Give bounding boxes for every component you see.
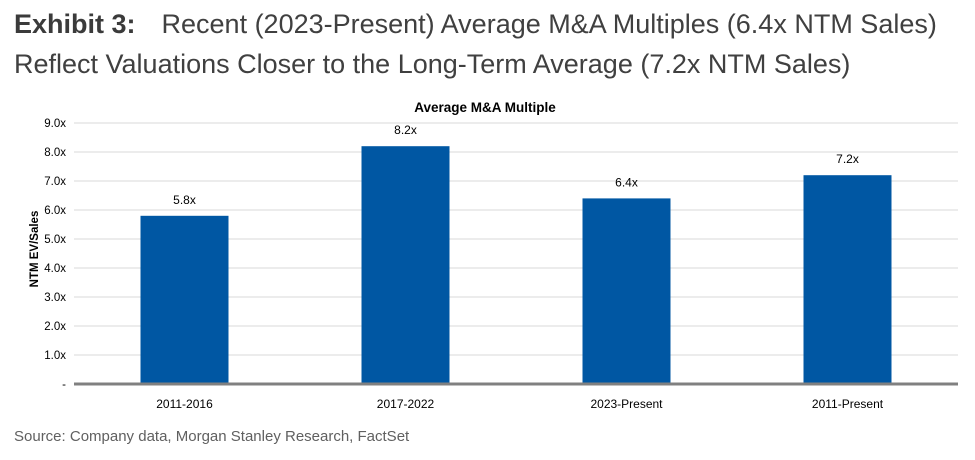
bar-2023-present [582, 198, 671, 384]
chart-area: 5.8x 8.2x 6.4x 7.2x - 1.0x 2.0x 3.0x 4.0x 5.0x 6.… [0, 92, 975, 422]
y-tick-label: 7.0x [44, 176, 66, 188]
y-tick-label: 3.0x [44, 292, 66, 304]
bar-2017-2022 [361, 146, 450, 384]
exhibit-header: Exhibit 3: Recent (2023-Present) Average … [14, 4, 964, 84]
source-note: Source: Company data, Morgan Stanley Res… [14, 428, 410, 445]
y-tick-label: 8.0x [44, 147, 66, 159]
x-tick-label: 2017-2022 [377, 397, 435, 411]
y-tick-label: 1.0x [44, 350, 66, 362]
exhibit-label: Exhibit 3: [14, 9, 136, 39]
data-label: 7.2x [836, 152, 859, 166]
y-tick-label: - [62, 379, 66, 391]
data-label: 5.8x [173, 193, 196, 207]
y-tick-label: 6.0x [44, 205, 66, 217]
exhibit-title-part-2: Reflect Valuations Closer to the Long-Te… [14, 49, 851, 79]
x-tick-label: 2023-Present [590, 397, 663, 411]
y-tick-label: 9.0x [44, 118, 66, 130]
exhibit-title-part-1: Recent (2023-Present) Average M&A Multip… [161, 9, 937, 39]
y-tick-label: 4.0x [44, 263, 66, 275]
data-label: 6.4x [615, 175, 638, 189]
bars [140, 146, 892, 384]
bar-2011-2016 [140, 215, 229, 384]
bar-chart: 5.8x 8.2x 6.4x 7.2x - 1.0x 2.0x 3.0x 4.0x 5.0x 6.… [29, 100, 958, 411]
y-tick-label: 2.0x [44, 321, 66, 333]
x-tick-label: 2011-2016 [156, 397, 213, 411]
data-labels: 5.8x 8.2x 6.4x 7.2x [173, 123, 859, 207]
y-axis-title: NTM EV/Sales [29, 211, 41, 288]
data-label: 8.2x [394, 123, 417, 137]
chart-title: Average M&A Multiple [414, 100, 556, 115]
bar-2011-present [803, 175, 892, 384]
axes: - 1.0x 2.0x 3.0x 4.0x 5.0x 6.0x 7.0x 8.0x 9.0x 201… [44, 118, 958, 411]
x-tick-label: 2011-Present [812, 397, 884, 411]
title-line-1: Exhibit 3: Recent (2023-Present) Average … [14, 4, 964, 44]
y-tick-label: 5.0x [44, 234, 66, 246]
